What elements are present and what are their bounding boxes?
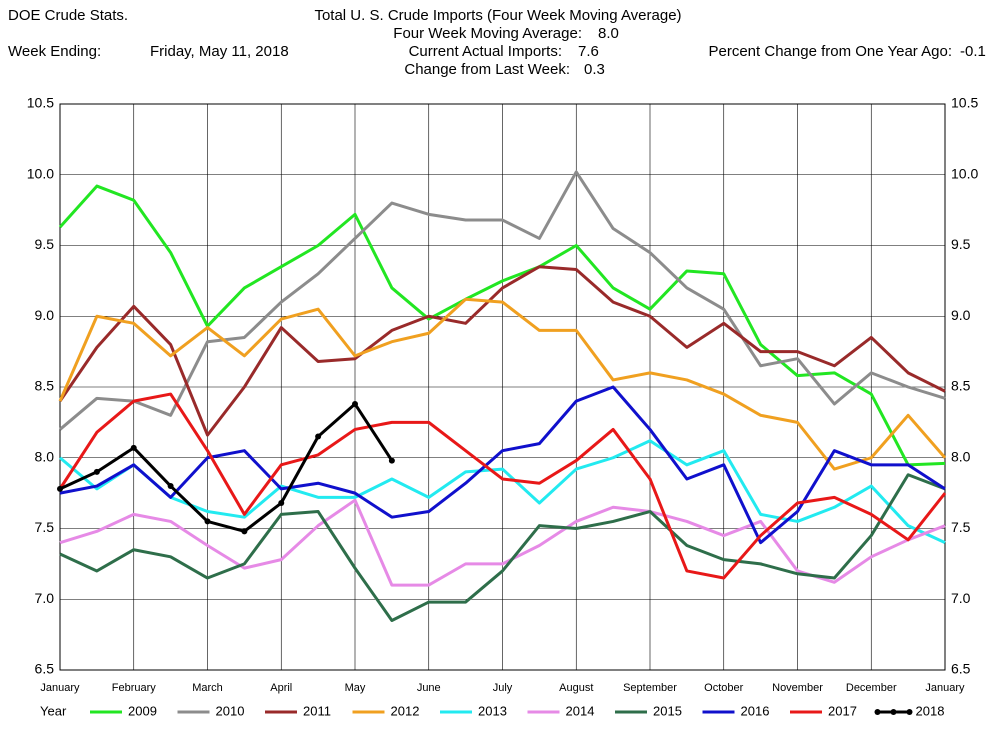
legend-label: 2013 [478,703,507,718]
x-tick-label: October [704,682,743,694]
y2-tick-label: 7.0 [951,590,971,606]
legend-label: 2012 [391,703,420,718]
y2-tick-label: 8.5 [951,378,971,394]
y-tick-label: 6.5 [35,661,55,677]
y-tick-label: 8.0 [35,448,55,464]
stat-label: Current Actual Imports: [409,43,562,60]
stat-label: Percent Change from One Year Ago: [709,43,953,60]
y2-tick-label: 9.0 [951,307,971,323]
y2-tick-label: 10.5 [951,95,978,111]
legend-label: 2014 [566,703,595,718]
x-tick-label: September [623,682,677,694]
series-marker [388,457,395,464]
y2-tick-label: 8.0 [951,448,971,464]
series-line [58,265,946,437]
series-line [59,473,946,622]
title: Total U. S. Crude Imports (Four Week Mov… [314,7,681,24]
legend-label: 2015 [653,703,682,718]
series-line [59,385,946,545]
x-tick-label: April [270,682,292,694]
legend-title: Year [40,703,67,718]
legend-marker [874,709,881,715]
series-line [59,498,946,587]
y-tick-label: 7.5 [35,519,55,535]
stat-value: 8.0 [598,25,619,42]
series-marker [352,400,358,407]
x-tick-label: December [846,682,897,694]
x-tick-label: August [559,682,593,694]
stat-label: Four Week Moving Average: [393,25,582,42]
legend-label: 2017 [828,703,857,718]
series-line [59,439,946,545]
series-marker [93,468,100,475]
y-tick-label: 7.0 [35,590,55,606]
series-marker [241,528,248,535]
series-line [59,170,946,431]
y-tick-label: 10.0 [27,165,54,181]
y2-tick-label: 6.5 [951,661,971,677]
y2-tick-label: 9.5 [951,236,971,252]
x-tick-label: July [493,682,513,694]
x-tick-label: March [192,682,223,694]
y-tick-label: 9.0 [35,307,55,323]
x-tick-label: June [417,682,441,694]
series-line [59,402,394,533]
y-tick-label: 9.5 [35,236,55,252]
stat-value: -0.1 [960,43,986,60]
x-tick-label: May [345,682,366,694]
series-marker [130,444,137,451]
series-marker [167,483,174,490]
legend-label: 2011 [303,703,331,718]
legend-label: 2016 [741,703,770,718]
series-line [58,297,947,471]
x-tick-label: November [772,682,823,694]
legend-marker [906,709,913,715]
week-date: Friday, May 11, 2018 [150,43,289,60]
y2-tick-label: 7.5 [951,519,971,535]
x-tick-label: January [925,682,965,694]
y2-tick-label: 10.0 [951,165,978,181]
legend-label: 2018 [916,703,945,718]
legend-label: 2010 [216,703,245,718]
series-marker [204,518,211,525]
x-tick-label: January [40,682,80,694]
source: DOE Crude Stats. [8,7,128,24]
series-line [58,392,947,580]
stat-label: Change from Last Week: [404,61,570,78]
series-marker [278,500,285,507]
y-tick-label: 8.5 [35,378,55,394]
series-marker [57,485,63,492]
y-tick-label: 10.5 [27,95,54,111]
stat-value: 0.3 [584,61,605,78]
stat-value: 7.6 [578,43,599,60]
week-label: Week Ending: [8,43,101,60]
legend-marker [890,709,897,715]
series-marker [315,433,322,440]
legend-label: 2009 [128,703,157,718]
x-tick-label: February [112,682,157,694]
